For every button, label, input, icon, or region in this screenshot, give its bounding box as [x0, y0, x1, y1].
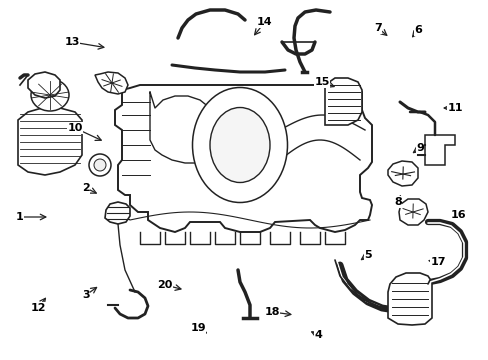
Text: 9: 9 [415, 143, 423, 153]
Text: 12: 12 [30, 303, 46, 313]
Polygon shape [424, 135, 454, 165]
Text: 11: 11 [447, 103, 462, 113]
Ellipse shape [192, 87, 287, 202]
Text: 6: 6 [413, 25, 421, 35]
Text: 16: 16 [449, 210, 465, 220]
Text: 7: 7 [373, 23, 381, 33]
Text: 14: 14 [257, 17, 272, 27]
Polygon shape [28, 72, 60, 98]
Polygon shape [398, 199, 427, 225]
Text: 8: 8 [393, 197, 401, 207]
Polygon shape [387, 273, 431, 325]
Circle shape [89, 154, 111, 176]
Text: 2: 2 [82, 183, 90, 193]
Text: 13: 13 [64, 37, 80, 47]
Text: 17: 17 [429, 257, 445, 267]
Text: 3: 3 [82, 290, 90, 300]
Polygon shape [95, 72, 128, 94]
Text: 10: 10 [67, 123, 82, 133]
Ellipse shape [209, 108, 269, 183]
Ellipse shape [31, 79, 69, 111]
Text: 5: 5 [364, 250, 371, 260]
Polygon shape [105, 202, 130, 224]
Text: 4: 4 [313, 330, 321, 340]
Text: 20: 20 [157, 280, 172, 290]
Polygon shape [325, 78, 361, 125]
Text: 18: 18 [264, 307, 279, 317]
Polygon shape [387, 161, 417, 186]
Text: 15: 15 [314, 77, 329, 87]
Text: 19: 19 [190, 323, 205, 333]
Polygon shape [18, 108, 82, 175]
Circle shape [94, 159, 106, 171]
Text: 1: 1 [16, 212, 24, 222]
Polygon shape [115, 85, 371, 232]
